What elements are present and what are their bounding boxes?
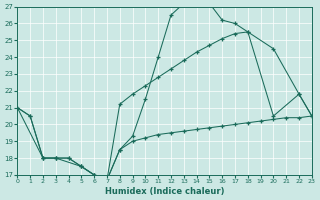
X-axis label: Humidex (Indice chaleur): Humidex (Indice chaleur) <box>105 187 224 196</box>
